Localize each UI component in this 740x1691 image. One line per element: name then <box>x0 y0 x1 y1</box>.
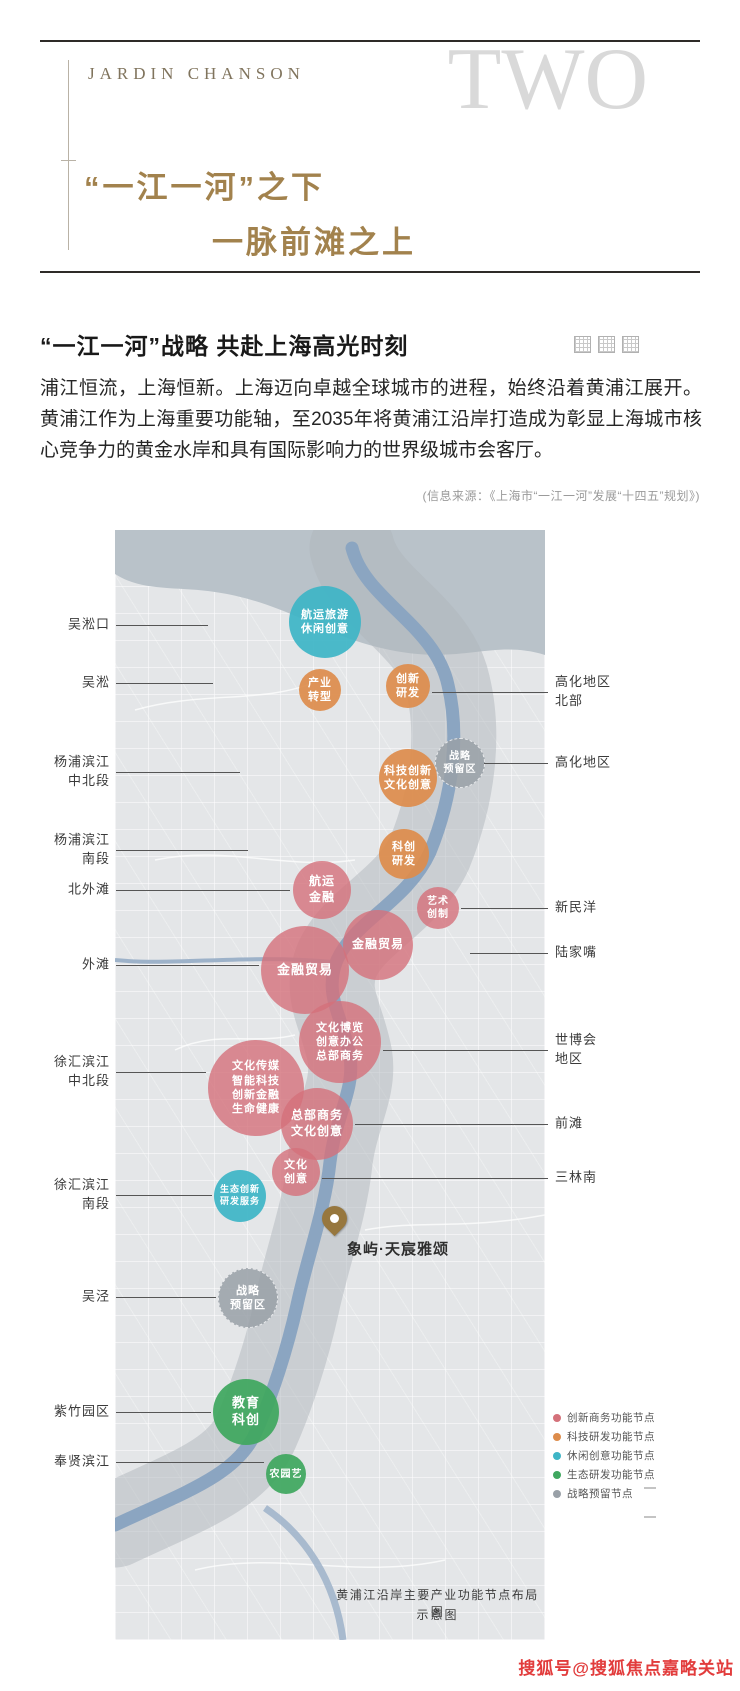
map-node-tech-3: 创新 研发 <box>386 664 430 708</box>
map-label-right-2: 高化地区 <box>555 754 612 770</box>
map-caption: 黄浦江沿岸主要产业功能节点布局图 <box>336 1588 539 1619</box>
legend-label: 休闲创意功能节点 <box>567 1450 655 1462</box>
map-label-left-6: 外滩 <box>81 956 110 972</box>
map-label-left-8: 徐汇滨江 南段 <box>53 1177 110 1211</box>
header-vertical-tick <box>61 160 76 161</box>
map-label-left-4: 杨浦滨江 南段 <box>53 832 110 866</box>
legend-label: 生态研发功能节点 <box>567 1469 655 1481</box>
map-nodes-layer: 航运旅游 休闲创意 产业 转型 创新 研发 战略 预留区 科技创新 文化创意 科创 研发航… <box>115 530 545 1640</box>
legend-dot-tech-icon <box>553 1432 561 1441</box>
header-vertical-line <box>68 60 69 250</box>
header-bottom-divider <box>40 271 700 273</box>
main-title-line1: “一江一河”之下 <box>84 170 325 205</box>
map-label-right-4: 陆家嘴 <box>555 944 598 960</box>
map-legend: 创新商务功能节点 科技研发功能节点 休闲创意功能节点 生态研发功能节点 战略预留节点 <box>553 1408 655 1503</box>
section-number: TWO <box>447 31 648 128</box>
leader-line <box>116 965 259 966</box>
map-label-left-2: 吴淞 <box>81 674 110 690</box>
legend-item-2: 科技研发功能节点 <box>553 1427 655 1446</box>
map-node-tech-2: 产业 转型 <box>299 669 341 711</box>
seal-stamp-icon <box>574 336 639 353</box>
map-node-business-13: 总部商务 文化创意 <box>281 1088 353 1160</box>
map-label-left-11: 奉贤滨江 <box>53 1453 110 1469</box>
legend-item-5: 战略预留节点 <box>553 1484 655 1503</box>
map-label-right-6: 前滩 <box>555 1115 584 1131</box>
legend-label: 战略预留节点 <box>567 1488 633 1500</box>
map-node-eco-18: 农园艺 <box>266 1454 306 1494</box>
leader-line <box>355 1124 548 1125</box>
legend-item-3: 休闲创意功能节点 <box>553 1446 655 1465</box>
main-title-line2: 一脉前滩之上 <box>212 225 416 260</box>
page-marker-dash <box>644 1516 656 1518</box>
map-caption-subtitle: 示意图 <box>416 1608 459 1622</box>
legend-dot-business-icon <box>553 1413 561 1422</box>
leader-line <box>383 1050 548 1051</box>
map-node-business-7: 航运 金融 <box>293 861 351 919</box>
watermark-text: 搜狐号@搜狐焦点嘉略关站 <box>518 1659 734 1678</box>
page-marker-dash <box>644 1487 656 1489</box>
map-node-tech-6: 科创 研发 <box>379 829 429 879</box>
top-divider <box>40 40 700 42</box>
leader-line <box>116 1072 206 1073</box>
legend-item-1: 创新商务功能节点 <box>553 1408 655 1427</box>
leader-line <box>432 692 548 693</box>
map-label-left-7: 徐汇滨江 中北段 <box>53 1054 110 1088</box>
source-note: (信息来源：《上海市“一江一河”发展“十四五”规划》) <box>422 489 700 503</box>
map-label-left-1: 吴淞口 <box>67 616 110 632</box>
map-node-reserve-16: 战略 预留区 <box>218 1268 278 1328</box>
map-node-business-10: 金融贸易 <box>261 926 349 1014</box>
map-label-left-9: 吴泾 <box>81 1288 110 1304</box>
leader-line <box>322 1178 548 1179</box>
leader-line <box>116 1195 212 1196</box>
map-label-left-10: 紫竹园区 <box>53 1403 110 1419</box>
leader-line <box>116 890 290 891</box>
leader-line <box>116 625 208 626</box>
map-label-right-1: 高化地区 北部 <box>555 674 612 708</box>
map-node-tech-5: 科技创新 文化创意 <box>379 749 437 807</box>
brand-logotype: JARDIN CHANSON <box>88 64 305 83</box>
leader-line <box>116 1462 264 1463</box>
leader-line <box>116 772 240 773</box>
leader-line <box>461 908 548 909</box>
leader-line <box>116 1412 211 1413</box>
map-figure: 航运旅游 休闲创意 产业 转型 创新 研发 战略 预留区 科技创新 文化创意 科创 研发航… <box>115 530 545 1640</box>
map-node-reserve-4: 战略 预留区 <box>435 738 485 788</box>
map-label-left-5: 北外滩 <box>67 881 110 897</box>
leader-line <box>116 683 213 684</box>
map-node-business-11: 文化博览 创意办公 总部商务 <box>299 1001 381 1083</box>
map-node-business-8: 艺术 创制 <box>417 887 459 929</box>
section-heading: “一江一河”战略 共赴上海高光时刻 <box>40 333 409 359</box>
map-node-leisure-1: 航运旅游 休闲创意 <box>289 586 361 658</box>
leader-line <box>470 953 548 954</box>
leader-line <box>484 763 548 764</box>
project-name-label: 象屿·天宸雅颂 <box>347 1241 449 1258</box>
map-node-business-14: 文化 创意 <box>272 1148 320 1196</box>
map-node-eco-17: 教育 科创 <box>213 1379 279 1445</box>
south-branch <box>263 1505 347 1640</box>
leader-line <box>116 1297 216 1298</box>
map-label-left-3: 杨浦滨江 中北段 <box>53 754 110 788</box>
map-label-right-7: 三林南 <box>555 1169 598 1185</box>
map-node-leisure-15: 生态创新 研发服务 <box>214 1170 266 1222</box>
leader-line <box>116 850 248 851</box>
legend-dot-reserve-icon <box>553 1489 561 1498</box>
legend-item-4: 生态研发功能节点 <box>553 1465 655 1484</box>
intro-paragraph: 浦江恒流，上海恒新。上海迈向卓越全球城市的进程，始终沿着黄浦江展开。黄浦江作为上… <box>40 378 702 461</box>
legend-label: 创新商务功能节点 <box>567 1412 655 1424</box>
map-node-business-9: 金融贸易 <box>343 910 413 980</box>
map-label-right-3: 新民洋 <box>555 899 598 915</box>
map-label-right-5: 世博会 地区 <box>555 1032 598 1066</box>
legend-dot-eco-icon <box>553 1470 561 1479</box>
legend-label: 科技研发功能节点 <box>567 1431 655 1443</box>
legend-dot-leisure-icon <box>553 1451 561 1460</box>
